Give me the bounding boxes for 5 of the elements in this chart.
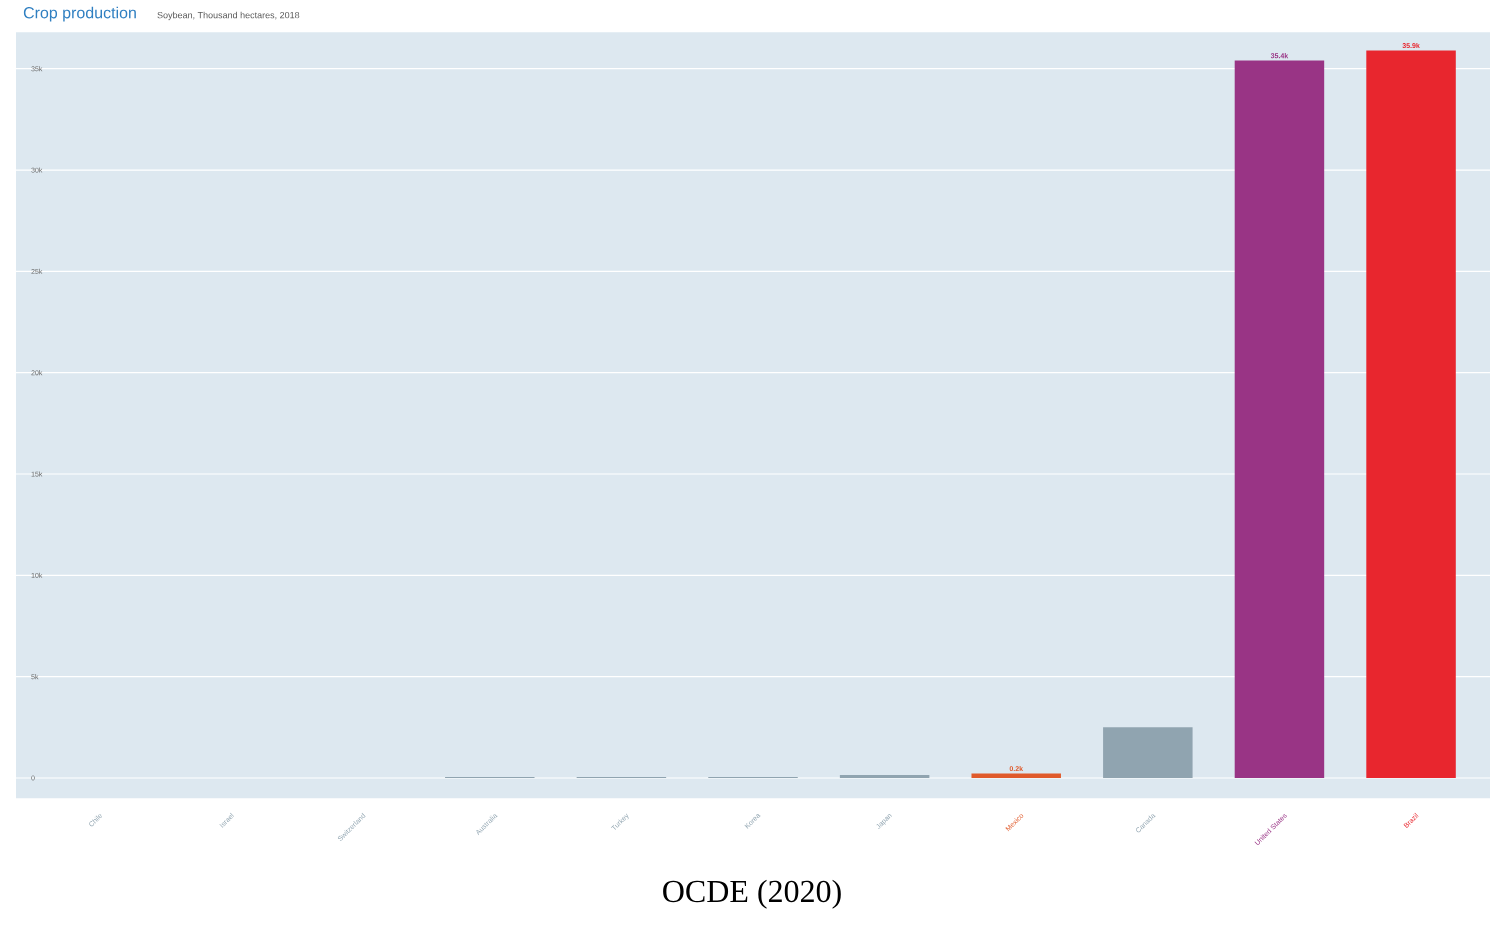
bar	[1234, 60, 1325, 778]
bar	[1103, 727, 1193, 778]
chart-title: Crop production	[23, 6, 136, 22]
bar	[1366, 50, 1456, 778]
text: OCDE (2020)	[663, 879, 841, 909]
